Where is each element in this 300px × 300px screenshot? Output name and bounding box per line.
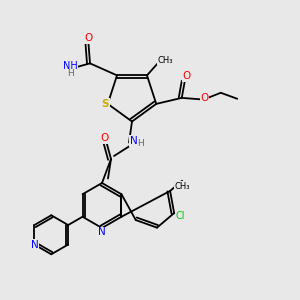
Text: O: O bbox=[201, 93, 209, 103]
Text: CH₃: CH₃ bbox=[174, 182, 190, 190]
Text: O: O bbox=[100, 133, 109, 143]
Text: N: N bbox=[98, 227, 106, 238]
Text: H: H bbox=[67, 69, 74, 78]
Text: N: N bbox=[130, 136, 137, 146]
Text: H: H bbox=[137, 140, 144, 148]
Text: CH₃: CH₃ bbox=[158, 56, 173, 65]
Text: Cl: Cl bbox=[175, 211, 185, 221]
Text: S: S bbox=[102, 99, 109, 109]
Text: N: N bbox=[31, 239, 38, 250]
Text: O: O bbox=[84, 34, 93, 44]
Text: O: O bbox=[182, 71, 190, 81]
Text: NH: NH bbox=[63, 61, 78, 71]
